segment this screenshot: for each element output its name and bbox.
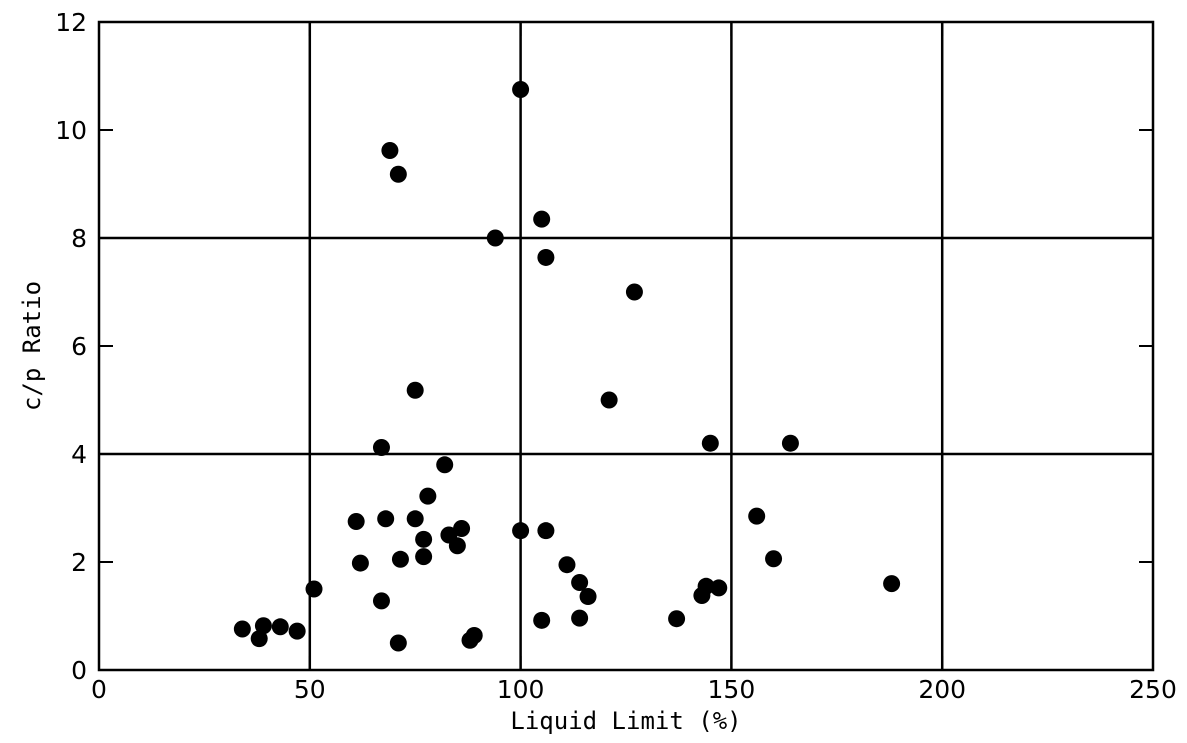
x-tick-label: 100 bbox=[497, 675, 545, 704]
x-axis-label: Liquid Limit (%) bbox=[510, 707, 741, 735]
y-tick-label: 12 bbox=[55, 8, 87, 37]
axis-ticks bbox=[98, 21, 1154, 671]
data-point bbox=[406, 381, 424, 399]
data-point bbox=[486, 229, 504, 247]
data-point bbox=[347, 513, 365, 530]
x-tick-label: 150 bbox=[708, 675, 756, 704]
data-point bbox=[377, 510, 395, 528]
y-tick-label: 0 bbox=[71, 656, 87, 685]
data-point bbox=[537, 248, 555, 266]
x-tick-labels: 0 50 100 150 200 250 bbox=[91, 675, 1177, 704]
data-point bbox=[600, 391, 618, 409]
data-point bbox=[381, 142, 399, 160]
data-points bbox=[233, 81, 901, 652]
data-point bbox=[781, 434, 799, 452]
y-tick-labels: 0 2 4 6 8 10 12 bbox=[55, 8, 87, 685]
data-point bbox=[579, 588, 597, 606]
data-point bbox=[406, 510, 424, 528]
data-point bbox=[453, 520, 471, 538]
data-point bbox=[305, 580, 323, 598]
data-point bbox=[512, 522, 530, 540]
data-point bbox=[668, 610, 686, 628]
x-tick-label: 250 bbox=[1129, 675, 1177, 704]
y-axis-label: c/p Ratio bbox=[18, 281, 46, 411]
data-point bbox=[448, 537, 466, 555]
data-point bbox=[710, 579, 728, 597]
data-point bbox=[701, 434, 719, 452]
x-tick-label: 0 bbox=[91, 675, 107, 704]
y-tick-label: 2 bbox=[71, 548, 87, 577]
data-point bbox=[533, 210, 551, 228]
data-point bbox=[697, 577, 715, 595]
data-point bbox=[389, 165, 407, 183]
data-point bbox=[465, 626, 483, 644]
y-tick-label: 4 bbox=[71, 440, 87, 469]
plot-frame bbox=[97, 20, 1155, 672]
data-point bbox=[233, 620, 251, 638]
data-point bbox=[372, 592, 390, 610]
x-tick-label: 50 bbox=[294, 675, 326, 704]
data-point bbox=[748, 507, 766, 525]
data-point bbox=[625, 283, 643, 301]
data-point bbox=[415, 548, 433, 566]
data-point bbox=[415, 530, 433, 548]
data-point bbox=[558, 556, 576, 574]
data-point bbox=[372, 439, 390, 457]
data-point bbox=[571, 609, 589, 627]
y-tick-label: 8 bbox=[71, 224, 87, 253]
data-point bbox=[250, 630, 268, 648]
x-tick-label: 200 bbox=[918, 675, 966, 704]
data-point bbox=[419, 487, 437, 505]
y-tick-label: 6 bbox=[71, 332, 87, 361]
data-point bbox=[537, 522, 555, 540]
data-point bbox=[389, 634, 407, 652]
data-point bbox=[512, 81, 530, 98]
data-point bbox=[391, 550, 409, 568]
data-point bbox=[883, 575, 901, 593]
data-point bbox=[533, 611, 551, 629]
data-point bbox=[765, 550, 783, 568]
data-point bbox=[436, 456, 454, 474]
data-point bbox=[271, 618, 289, 636]
y-tick-label: 10 bbox=[55, 116, 87, 145]
data-point bbox=[288, 622, 306, 640]
gridlines bbox=[99, 22, 1153, 670]
data-point bbox=[351, 554, 369, 572]
data-point bbox=[571, 574, 589, 592]
data-point bbox=[254, 617, 272, 635]
